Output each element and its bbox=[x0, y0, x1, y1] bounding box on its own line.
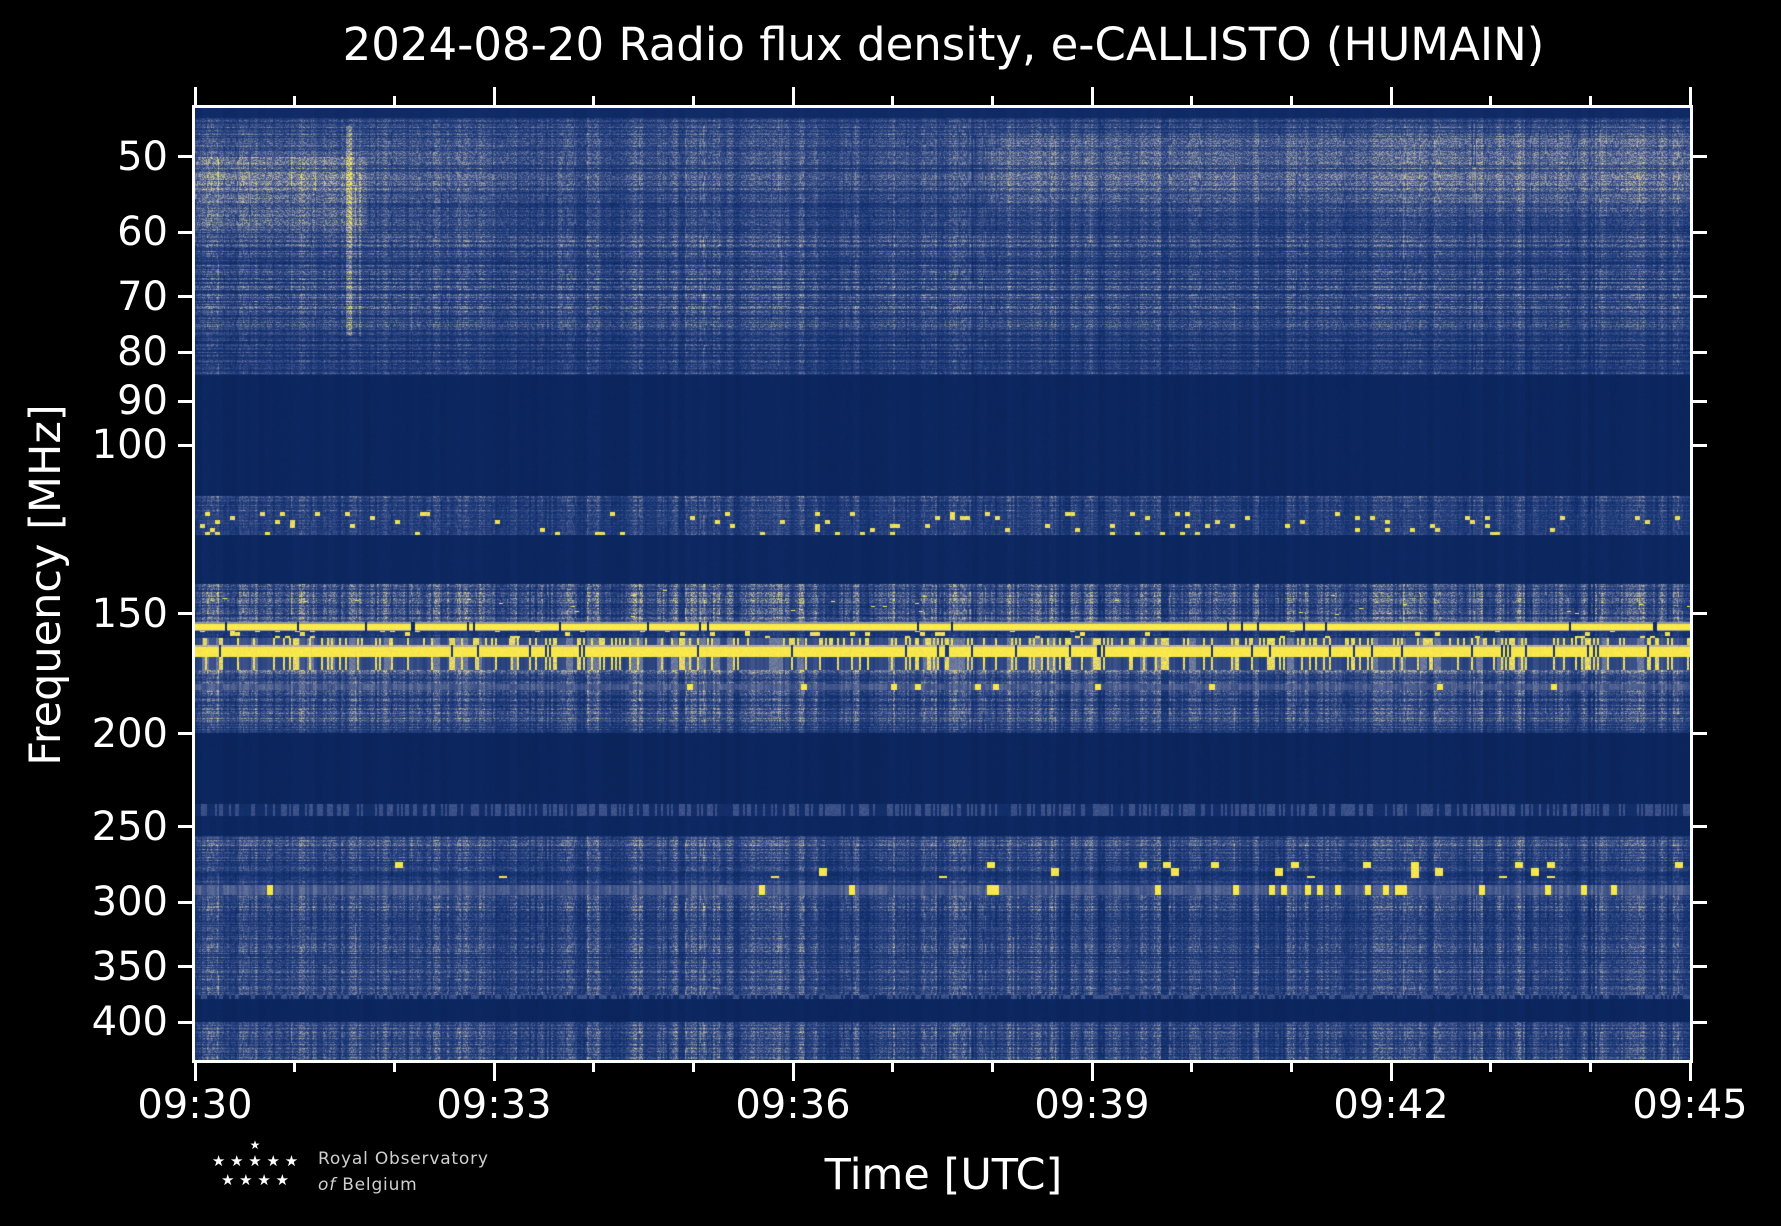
y-tick bbox=[178, 825, 195, 829]
rob-logo-stars: ★ ★ ★ ★ ★ ★ ★ ★ ★ ★ bbox=[203, 1139, 307, 1190]
y-tick bbox=[178, 1020, 195, 1024]
y-tick-right bbox=[1690, 350, 1707, 354]
y-tick-right bbox=[1690, 295, 1707, 299]
x-minor-tick-top bbox=[293, 96, 297, 108]
x-major-tick bbox=[1090, 1060, 1094, 1081]
x-minor-tick bbox=[1489, 1060, 1493, 1072]
y-tick-right bbox=[1690, 443, 1707, 447]
y-tick-label: 90 bbox=[117, 378, 168, 425]
rob-logo-text: Royal Observatory of Belgium bbox=[318, 1146, 489, 1198]
y-tick-right bbox=[1690, 612, 1707, 616]
chart-title: 2024-08-20 Radio flux density, e-CALLIST… bbox=[342, 18, 1545, 71]
y-tick bbox=[178, 155, 195, 158]
y-tick-label: 350 bbox=[91, 943, 168, 990]
x-minor-tick-top bbox=[392, 96, 396, 108]
logo-belgium: Belgium bbox=[336, 1175, 418, 1195]
x-minor-tick bbox=[1190, 1060, 1194, 1072]
x-tick-label: 09:36 bbox=[735, 1082, 851, 1128]
x-minor-tick-top bbox=[691, 96, 695, 108]
y-tick bbox=[178, 965, 195, 969]
x-minor-tick bbox=[1289, 1060, 1293, 1072]
x-major-tick-top bbox=[1389, 87, 1393, 108]
x-axis-label: Time [UTC] bbox=[824, 1150, 1063, 1200]
y-tick-label: 70 bbox=[117, 273, 168, 320]
x-minor-tick-top bbox=[592, 96, 596, 108]
y-tick bbox=[178, 443, 195, 447]
x-major-tick-top bbox=[193, 87, 197, 108]
x-minor-tick-top bbox=[1190, 96, 1194, 108]
x-minor-tick bbox=[592, 1060, 596, 1072]
y-tick-label: 50 bbox=[117, 133, 168, 180]
x-minor-tick bbox=[392, 1060, 396, 1072]
x-tick-label: 09:33 bbox=[436, 1082, 552, 1128]
x-minor-tick-top bbox=[891, 96, 895, 108]
x-major-tick bbox=[193, 1060, 197, 1081]
y-tick-label: 60 bbox=[117, 209, 168, 256]
x-tick-label: 09:39 bbox=[1034, 1082, 1150, 1128]
x-minor-tick bbox=[990, 1060, 994, 1072]
y-tick-right bbox=[1690, 399, 1707, 403]
y-tick bbox=[178, 612, 195, 616]
logo-text-line2: of Belgium bbox=[318, 1172, 489, 1198]
x-major-tick-top bbox=[492, 87, 496, 108]
x-minor-tick bbox=[691, 1060, 695, 1072]
y-axis-label: Frequency [MHz] bbox=[21, 404, 71, 766]
x-major-tick-top bbox=[1090, 87, 1094, 108]
y-tick-right bbox=[1690, 965, 1707, 969]
y-tick-label: 150 bbox=[91, 590, 168, 637]
x-minor-tick-top bbox=[1588, 96, 1592, 108]
y-tick bbox=[178, 295, 195, 299]
x-major-tick-top bbox=[1688, 87, 1692, 108]
x-minor-tick-top bbox=[1489, 96, 1493, 108]
y-tick bbox=[178, 350, 195, 354]
x-minor-tick bbox=[1588, 1060, 1592, 1072]
logo-star-row: ★ ★ ★ ★ bbox=[220, 1171, 290, 1189]
x-minor-tick-top bbox=[990, 96, 994, 108]
y-tick-right bbox=[1690, 155, 1707, 158]
y-tick-label: 250 bbox=[91, 803, 168, 850]
logo-of: of bbox=[318, 1175, 336, 1195]
x-major-tick bbox=[1389, 1060, 1393, 1081]
x-major-tick bbox=[791, 1060, 795, 1081]
x-minor-tick bbox=[891, 1060, 895, 1072]
y-tick-label: 400 bbox=[91, 999, 168, 1046]
y-tick-label: 100 bbox=[91, 422, 168, 469]
plot-frame bbox=[192, 105, 1693, 1063]
y-tick-label: 80 bbox=[117, 329, 168, 376]
x-tick-label: 09:45 bbox=[1632, 1082, 1748, 1128]
y-tick-label: 300 bbox=[91, 879, 168, 926]
x-major-tick bbox=[1688, 1060, 1692, 1081]
x-minor-tick bbox=[293, 1060, 297, 1072]
y-tick-right bbox=[1690, 732, 1707, 736]
x-minor-tick-top bbox=[1289, 96, 1293, 108]
x-major-tick-top bbox=[791, 87, 795, 108]
y-tick-right bbox=[1690, 230, 1707, 234]
x-tick-label: 09:42 bbox=[1333, 1082, 1449, 1128]
x-major-tick bbox=[492, 1060, 496, 1081]
spectrogram-canvas bbox=[195, 108, 1690, 1060]
y-tick bbox=[178, 900, 195, 904]
y-tick bbox=[178, 399, 195, 403]
y-tick-label: 200 bbox=[91, 710, 168, 757]
logo-star-row: ★ bbox=[249, 1138, 261, 1152]
y-tick-right bbox=[1690, 1020, 1707, 1024]
y-tick bbox=[178, 732, 195, 736]
y-tick-right bbox=[1690, 825, 1707, 829]
logo-star-row: ★ ★ ★ ★ ★ bbox=[211, 1152, 299, 1170]
y-tick-right bbox=[1690, 900, 1707, 904]
x-tick-label: 09:30 bbox=[137, 1082, 253, 1128]
logo-text-line1: Royal Observatory bbox=[318, 1149, 489, 1169]
y-tick bbox=[178, 230, 195, 234]
